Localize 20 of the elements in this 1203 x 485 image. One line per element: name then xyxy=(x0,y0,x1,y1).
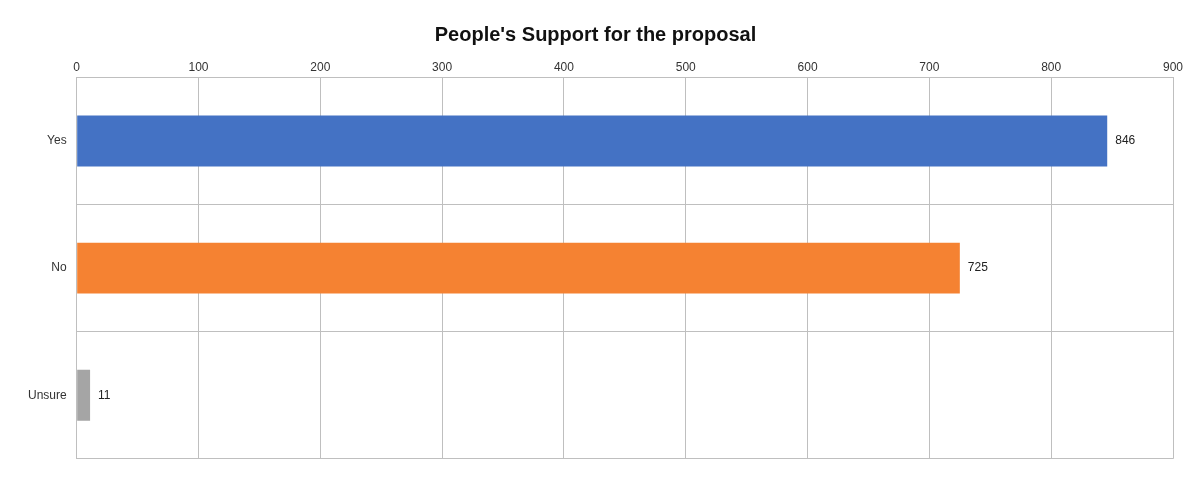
y-tick-label: Yes xyxy=(47,133,67,148)
x-tick-label: 700 xyxy=(919,59,940,74)
data-label: 11 xyxy=(98,387,111,402)
bar xyxy=(77,242,960,294)
x-tick-label: 800 xyxy=(1041,59,1062,74)
y-tick-label: No xyxy=(51,260,68,275)
x-tick-label: 400 xyxy=(553,59,575,74)
bar xyxy=(77,369,91,421)
chart-title: People's Support for the proposal xyxy=(434,22,757,45)
y-tick-label: Unsure xyxy=(28,387,68,402)
x-tick-label: 300 xyxy=(432,59,453,74)
x-tick-label: 100 xyxy=(188,59,209,74)
bar xyxy=(77,115,1108,167)
x-tick-label: 500 xyxy=(675,59,697,74)
x-tick-label: 0 xyxy=(73,59,81,74)
x-tick-label: 900 xyxy=(1162,59,1184,74)
x-tick-label: 600 xyxy=(797,59,818,74)
data-label: 846 xyxy=(1115,133,1136,148)
x-tick-label: 200 xyxy=(310,59,331,74)
data-label: 725 xyxy=(967,260,989,275)
